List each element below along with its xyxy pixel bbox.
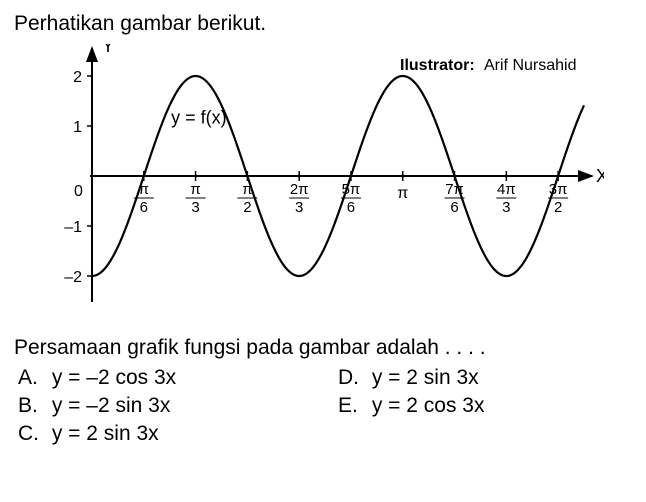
- answer-options: A. y = –2 cos 3x D. y = 2 sin 3x B. y = …: [18, 366, 632, 446]
- option-a-text: y = –2 cos 3x: [52, 366, 176, 389]
- svg-text:2: 2: [73, 69, 82, 86]
- svg-text:2: 2: [554, 199, 562, 216]
- option-b-letter: B.: [18, 394, 46, 418]
- option-a-letter: A.: [18, 366, 46, 390]
- option-e-text: y = 2 cos 3x: [372, 394, 485, 417]
- option-d: D. y = 2 sin 3x: [338, 366, 638, 390]
- svg-text:–2: –2: [64, 269, 82, 286]
- svg-text:6: 6: [450, 199, 458, 216]
- svg-text:6: 6: [347, 199, 355, 216]
- svg-text:3: 3: [295, 199, 303, 216]
- option-d-text: y = 2 sin 3x: [372, 366, 479, 389]
- problem-title: Perhatikan gambar berikut.: [14, 12, 632, 36]
- option-e: E. y = 2 cos 3x: [338, 394, 638, 418]
- svg-text:Arif Nursahid: Arif Nursahid: [484, 57, 576, 74]
- svg-text:–1: –1: [64, 219, 82, 236]
- svg-text:π: π: [190, 181, 200, 198]
- svg-text:3: 3: [191, 199, 199, 216]
- svg-text:Y: Y: [102, 44, 114, 56]
- svg-text:0: 0: [74, 183, 83, 200]
- option-d-letter: D.: [338, 366, 366, 390]
- svg-text:4π: 4π: [497, 181, 516, 198]
- function-chart: YX0–2–112π6π3π22π35π6π7π64π33π2y = f(x)I…: [44, 44, 604, 324]
- svg-text:1: 1: [73, 119, 82, 136]
- option-a: A. y = –2 cos 3x: [18, 366, 318, 390]
- option-b: B. y = –2 sin 3x: [18, 394, 318, 418]
- svg-text:y = f(x): y = f(x): [171, 108, 227, 128]
- option-b-text: y = –2 sin 3x: [52, 394, 170, 417]
- svg-text:3: 3: [502, 199, 510, 216]
- question-text: Persamaan grafik fungsi pada gambar adal…: [14, 336, 632, 360]
- svg-text:2: 2: [243, 199, 251, 216]
- svg-text:X: X: [596, 166, 604, 186]
- svg-text:2π: 2π: [290, 181, 309, 198]
- svg-text:6: 6: [140, 199, 148, 216]
- option-c-text: y = 2 sin 3x: [52, 422, 159, 445]
- svg-text:π: π: [397, 185, 408, 202]
- chart-svg: YX0–2–112π6π3π22π35π6π7π64π33π2y = f(x)I…: [44, 44, 604, 324]
- svg-text:Ilustrator:: Ilustrator:: [400, 57, 475, 74]
- option-c-letter: C.: [18, 422, 46, 446]
- option-c: C. y = 2 sin 3x: [18, 422, 318, 446]
- option-e-letter: E.: [338, 394, 366, 418]
